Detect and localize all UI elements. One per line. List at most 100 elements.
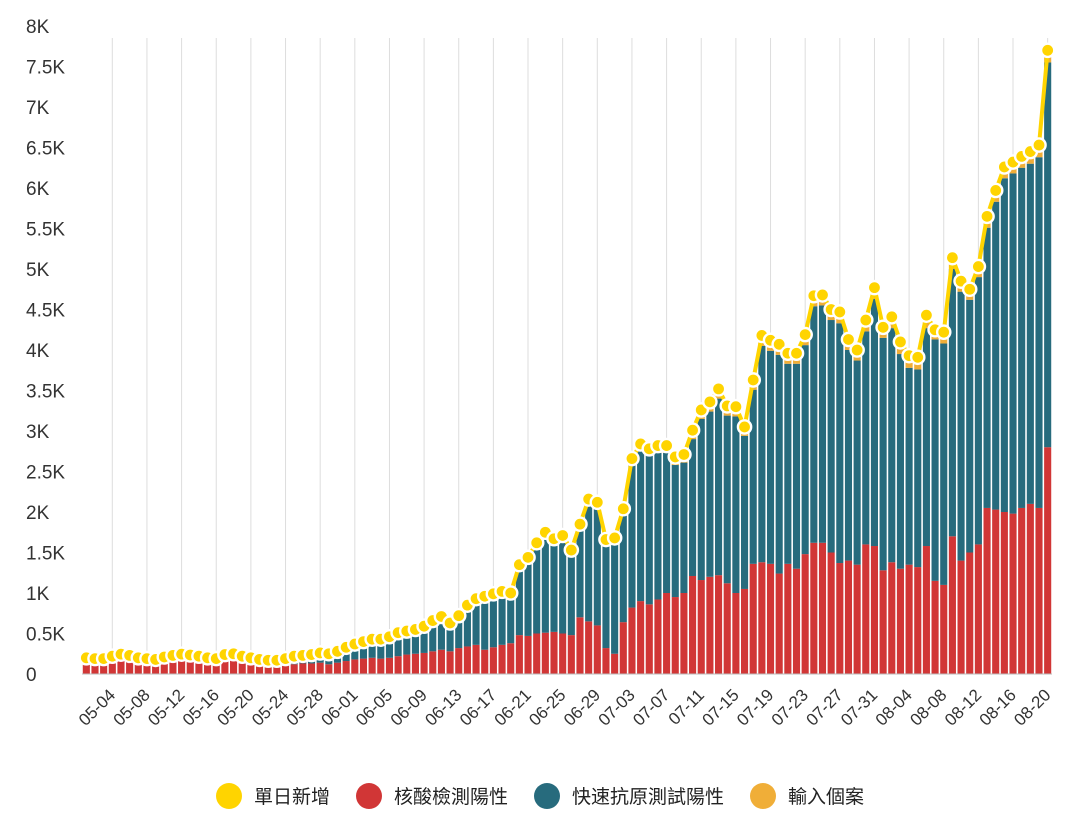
bar-rat[interactable]	[740, 435, 749, 589]
bar-rat[interactable]	[559, 540, 567, 634]
bar-rat[interactable]	[732, 416, 740, 593]
bar-rat[interactable]	[974, 277, 982, 545]
bar-rat[interactable]	[792, 363, 801, 569]
bar-rat[interactable]	[515, 568, 523, 636]
total-point[interactable]	[563, 542, 580, 558]
bar-pcr[interactable]	[645, 604, 653, 674]
bar-pcr[interactable]	[368, 657, 376, 674]
bar-pcr[interactable]	[143, 663, 151, 674]
bar-pcr[interactable]	[472, 644, 480, 674]
bar-rat[interactable]	[784, 363, 792, 564]
bar-pcr[interactable]	[541, 632, 549, 674]
bar-rat[interactable]	[1026, 163, 1034, 504]
bar-rat[interactable]	[1009, 173, 1017, 514]
bar-rat[interactable]	[455, 618, 463, 649]
bar-rat[interactable]	[611, 543, 619, 654]
bar-rat[interactable]	[862, 331, 870, 545]
bar-pcr[interactable]	[810, 542, 818, 674]
bar-rat[interactable]	[507, 596, 515, 644]
bar-rat[interactable]	[1000, 178, 1008, 512]
bar-pcr[interactable]	[896, 568, 904, 674]
bar-rat[interactable]	[663, 452, 671, 593]
bar-pcr[interactable]	[169, 661, 177, 674]
bar-rat[interactable]	[905, 367, 913, 565]
bar-pcr[interactable]	[775, 573, 783, 674]
bar-pcr[interactable]	[100, 663, 108, 674]
total-point[interactable]	[918, 307, 935, 323]
bar-rat[interactable]	[766, 350, 775, 564]
bar-rat[interactable]	[983, 227, 991, 508]
total-point[interactable]	[676, 446, 692, 463]
bar-rat[interactable]	[680, 462, 688, 593]
total-point[interactable]	[520, 549, 536, 566]
bar-pcr[interactable]	[325, 664, 333, 674]
bar-pcr[interactable]	[931, 580, 939, 674]
bar-pcr[interactable]	[463, 646, 471, 674]
total-point[interactable]	[892, 334, 909, 350]
bar-pcr[interactable]	[585, 621, 593, 674]
bar-rat[interactable]	[758, 345, 766, 563]
total-point[interactable]	[944, 249, 961, 266]
bar-rat[interactable]	[879, 337, 887, 571]
total-point[interactable]	[502, 585, 519, 601]
bar-pcr[interactable]	[818, 542, 827, 674]
bar-rat[interactable]	[844, 350, 853, 561]
bar-pcr[interactable]	[385, 657, 394, 674]
bar-rat[interactable]	[628, 465, 636, 608]
bar-pcr[interactable]	[221, 660, 229, 674]
bar-pcr[interactable]	[91, 662, 99, 674]
bar-rat[interactable]	[593, 507, 601, 626]
bar-pcr[interactable]	[550, 631, 558, 674]
total-point[interactable]	[702, 394, 718, 410]
bar-pcr[interactable]	[792, 568, 801, 674]
bar-pcr[interactable]	[515, 635, 523, 674]
total-point[interactable]	[979, 208, 995, 225]
bar-pcr[interactable]	[689, 575, 697, 674]
bar-pcr[interactable]	[1000, 512, 1008, 674]
bar-pcr[interactable]	[377, 658, 385, 674]
total-point[interactable]	[797, 326, 813, 343]
bar-rat[interactable]	[411, 632, 419, 654]
bar-rat[interactable]	[818, 305, 827, 543]
total-point[interactable]	[658, 437, 675, 454]
bar-rat[interactable]	[992, 201, 1000, 510]
bar-rat[interactable]	[914, 369, 922, 568]
total-point[interactable]	[684, 422, 701, 438]
bar-rat[interactable]	[931, 339, 939, 581]
bar-rat[interactable]	[948, 269, 956, 537]
total-point[interactable]	[866, 279, 883, 296]
bar-rat[interactable]	[957, 291, 965, 561]
bar-pcr[interactable]	[1018, 507, 1026, 674]
bar-pcr[interactable]	[914, 567, 922, 674]
bar-pcr[interactable]	[888, 562, 896, 674]
bar-pcr[interactable]	[671, 597, 679, 674]
bar-pcr[interactable]	[195, 661, 203, 674]
bar-pcr[interactable]	[204, 662, 212, 674]
bar-rat[interactable]	[922, 328, 930, 547]
bar-rat[interactable]	[801, 345, 809, 555]
total-point[interactable]	[857, 312, 874, 328]
bar-pcr[interactable]	[160, 661, 168, 674]
bar-rat[interactable]	[524, 561, 532, 636]
bar-rat[interactable]	[689, 439, 697, 576]
bar-pcr[interactable]	[784, 563, 792, 674]
bar-rat[interactable]	[420, 629, 428, 653]
bar-rat[interactable]	[351, 646, 359, 660]
total-point[interactable]	[832, 304, 848, 320]
bar-rat[interactable]	[429, 623, 437, 652]
bar-rat[interactable]	[567, 554, 575, 636]
bar-rat[interactable]	[671, 465, 679, 598]
bar-rat[interactable]	[342, 649, 350, 662]
bar-pcr[interactable]	[749, 563, 757, 674]
bar-pcr[interactable]	[126, 661, 134, 674]
bar-pcr[interactable]	[862, 544, 870, 674]
bar-rat[interactable]	[541, 537, 549, 633]
total-point[interactable]	[961, 281, 978, 298]
bar-pcr[interactable]	[117, 659, 125, 674]
bar-pcr[interactable]	[1026, 503, 1034, 674]
bar-pcr[interactable]	[637, 601, 645, 674]
bar-pcr[interactable]	[186, 660, 194, 674]
total-point[interactable]	[615, 500, 632, 517]
bar-rat[interactable]	[1044, 62, 1052, 448]
total-point[interactable]	[606, 530, 623, 546]
